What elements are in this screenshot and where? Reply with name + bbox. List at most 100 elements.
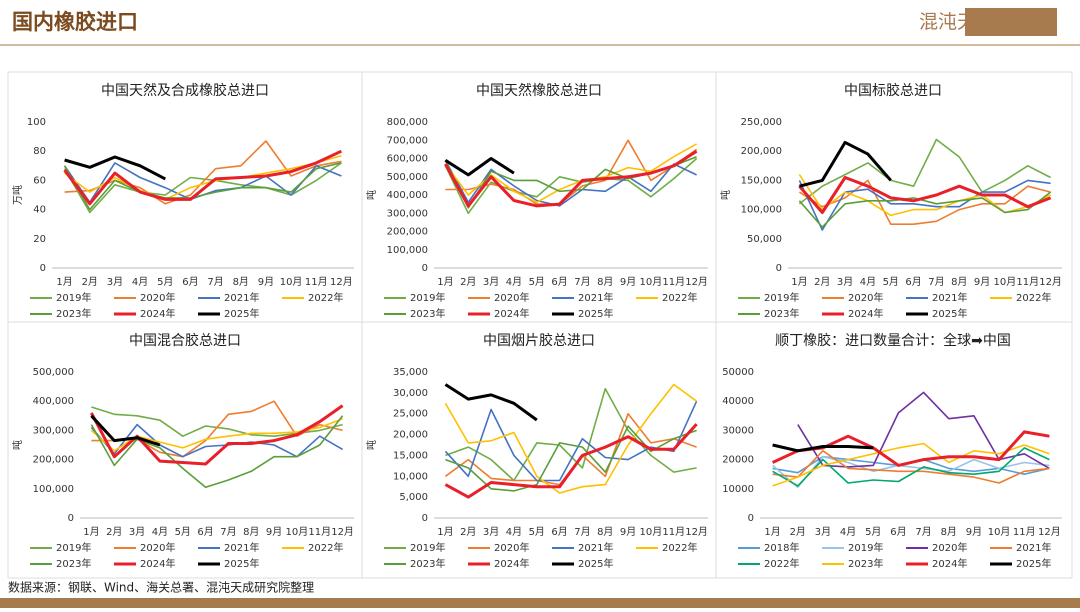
- legend-label: 2023年: [56, 307, 91, 320]
- y-tick-label: 0: [422, 263, 428, 274]
- legend-label: 2025年: [224, 557, 259, 570]
- series-line: [772, 443, 874, 453]
- series-line: [444, 157, 515, 177]
- series-line: [64, 155, 166, 181]
- x-tick-label: 11月: [308, 526, 331, 538]
- x-tick-label: 5月: [529, 526, 545, 538]
- legend-label: 2019年: [56, 291, 91, 304]
- legend-label: 2021年: [932, 291, 967, 304]
- series-line: [798, 179, 1051, 231]
- x-tick-label: 1月: [437, 526, 453, 538]
- legend-label: 2019年: [848, 541, 883, 554]
- series-line: [445, 139, 698, 205]
- legend-label: 2025年: [224, 307, 259, 320]
- x-tick-label: 6月: [551, 276, 567, 288]
- x-tick-label: 6月: [890, 526, 906, 538]
- x-tick-label: 5月: [865, 526, 881, 538]
- x-tick-label: 11月: [1016, 276, 1039, 288]
- legend-label: 2020年: [494, 291, 529, 304]
- x-tick-label: 12月: [330, 276, 353, 288]
- chart-title: 中国烟片胶总进口: [483, 332, 595, 349]
- x-tick-label: 2月: [814, 276, 830, 288]
- series-line: [90, 415, 344, 489]
- y-tick-label: 10000: [722, 484, 754, 495]
- x-tick-label: 12月: [1039, 276, 1062, 288]
- y-axis-label: 万吨: [11, 185, 24, 205]
- y-tick-label: 80: [33, 146, 46, 157]
- x-tick-label: 4月: [506, 526, 522, 538]
- x-tick-label: 10月: [280, 276, 303, 288]
- legend-label: 2024年: [848, 307, 883, 320]
- series-line: [444, 149, 698, 208]
- x-tick-label: 8月: [233, 276, 249, 288]
- y-tick-label: 0: [748, 513, 754, 524]
- legend-label: 2023年: [410, 557, 445, 570]
- y-tick-label: 200,000: [387, 227, 428, 238]
- legend-label: 2023年: [56, 557, 91, 570]
- x-tick-label: 6月: [905, 276, 921, 288]
- y-tick-label: 50000: [722, 367, 754, 378]
- y-tick-label: 500,000: [33, 367, 74, 378]
- x-tick-label: 11月: [305, 276, 328, 288]
- x-tick-label: 2月: [82, 276, 98, 288]
- y-tick-label: 150,000: [741, 175, 782, 186]
- x-tick-label: 8月: [243, 526, 259, 538]
- chart-title: 中国天然橡胶总进口: [476, 82, 602, 99]
- legend-label: 2025年: [578, 557, 613, 570]
- x-tick-label: 9月: [966, 526, 982, 538]
- legend-label: 2022年: [308, 291, 343, 304]
- y-tick-label: 15,000: [393, 450, 428, 461]
- x-tick-label: 6月: [182, 276, 198, 288]
- x-tick-label: 5月: [883, 276, 899, 288]
- series-line: [63, 162, 342, 214]
- legend-label: 2018年: [764, 541, 799, 554]
- y-axis-label: 吨: [365, 190, 378, 200]
- series-line: [799, 140, 892, 188]
- legend-label: 2021年: [1016, 541, 1051, 554]
- chart-title: 中国标胶总进口: [844, 82, 942, 99]
- series-line: [90, 423, 344, 458]
- series-line: [798, 176, 1052, 214]
- legend-label: 2019年: [410, 291, 445, 304]
- series-line: [798, 138, 1051, 205]
- legend-label: 2019年: [410, 541, 445, 554]
- x-tick-label: 2月: [460, 526, 476, 538]
- y-tick-label: 40: [33, 205, 46, 216]
- y-tick-label: 300,000: [387, 208, 428, 219]
- x-tick-label: 12月: [1038, 526, 1061, 538]
- y-tick-label: 250,000: [741, 117, 782, 128]
- y-tick-label: 60: [33, 175, 46, 186]
- legend-label: 2024年: [494, 557, 529, 570]
- y-tick-label: 600,000: [387, 154, 428, 165]
- legend-label: 2019年: [764, 291, 799, 304]
- y-tick-label: 25,000: [393, 409, 428, 420]
- x-tick-label: 1月: [56, 276, 72, 288]
- legend-label: 2021年: [224, 291, 259, 304]
- footer-band: [0, 598, 1080, 608]
- legend-label: 2023年: [764, 307, 799, 320]
- x-tick-label: 1月: [437, 276, 453, 288]
- series-line: [798, 191, 1052, 228]
- x-tick-label: 4月: [860, 276, 876, 288]
- x-tick-label: 6月: [551, 526, 567, 538]
- x-tick-label: 3月: [129, 526, 145, 538]
- x-tick-label: 9月: [266, 526, 282, 538]
- x-tick-label: 5月: [175, 526, 191, 538]
- y-tick-label: 40000: [722, 396, 754, 407]
- x-tick-label: 9月: [258, 276, 274, 288]
- y-tick-label: 5,000: [399, 492, 428, 503]
- series-line: [797, 391, 1050, 470]
- x-tick-label: 8月: [597, 276, 613, 288]
- y-tick-label: 35,000: [393, 367, 428, 378]
- series-line: [444, 383, 538, 422]
- legend-label: 2025年: [578, 307, 613, 320]
- x-tick-label: 3月: [815, 526, 831, 538]
- x-tick-label: 10月: [286, 526, 309, 538]
- series-line: [63, 162, 342, 211]
- y-axis-label: 吨: [365, 440, 378, 450]
- series-line: [772, 447, 1050, 487]
- x-tick-label: 1月: [764, 526, 780, 538]
- chart-title: 顺丁橡胶：进口数量合计：全球➡中国: [775, 332, 1011, 349]
- x-tick-label: 2月: [106, 526, 122, 538]
